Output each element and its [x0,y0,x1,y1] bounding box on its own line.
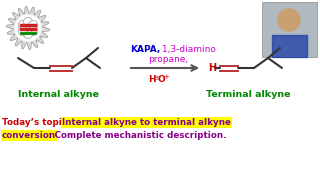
Circle shape [278,9,300,31]
Text: conversion: conversion [2,131,56,140]
Polygon shape [7,7,49,49]
Text: 3: 3 [155,76,158,82]
Text: H: H [148,75,156,84]
Circle shape [18,21,27,30]
Text: O: O [157,75,165,84]
Text: : Complete mechanistic description.: : Complete mechanistic description. [48,131,227,140]
Circle shape [29,21,38,30]
Text: 1,3-diamino: 1,3-diamino [159,45,216,54]
Text: +: + [163,74,169,80]
Text: Today’s topic:: Today’s topic: [2,118,71,127]
Text: KAPA,: KAPA, [130,45,160,54]
Circle shape [23,17,33,26]
Circle shape [15,15,41,41]
Circle shape [18,26,27,35]
Circle shape [29,26,38,35]
Text: H: H [208,63,216,73]
FancyBboxPatch shape [262,2,317,57]
Text: propane,: propane, [148,55,188,64]
Text: Internal alkyne: Internal alkyne [18,90,99,99]
Text: Internal alkyne to terminal alkyne: Internal alkyne to terminal alkyne [62,118,231,127]
Text: Terminal alkyne: Terminal alkyne [206,90,290,99]
Circle shape [23,30,33,39]
